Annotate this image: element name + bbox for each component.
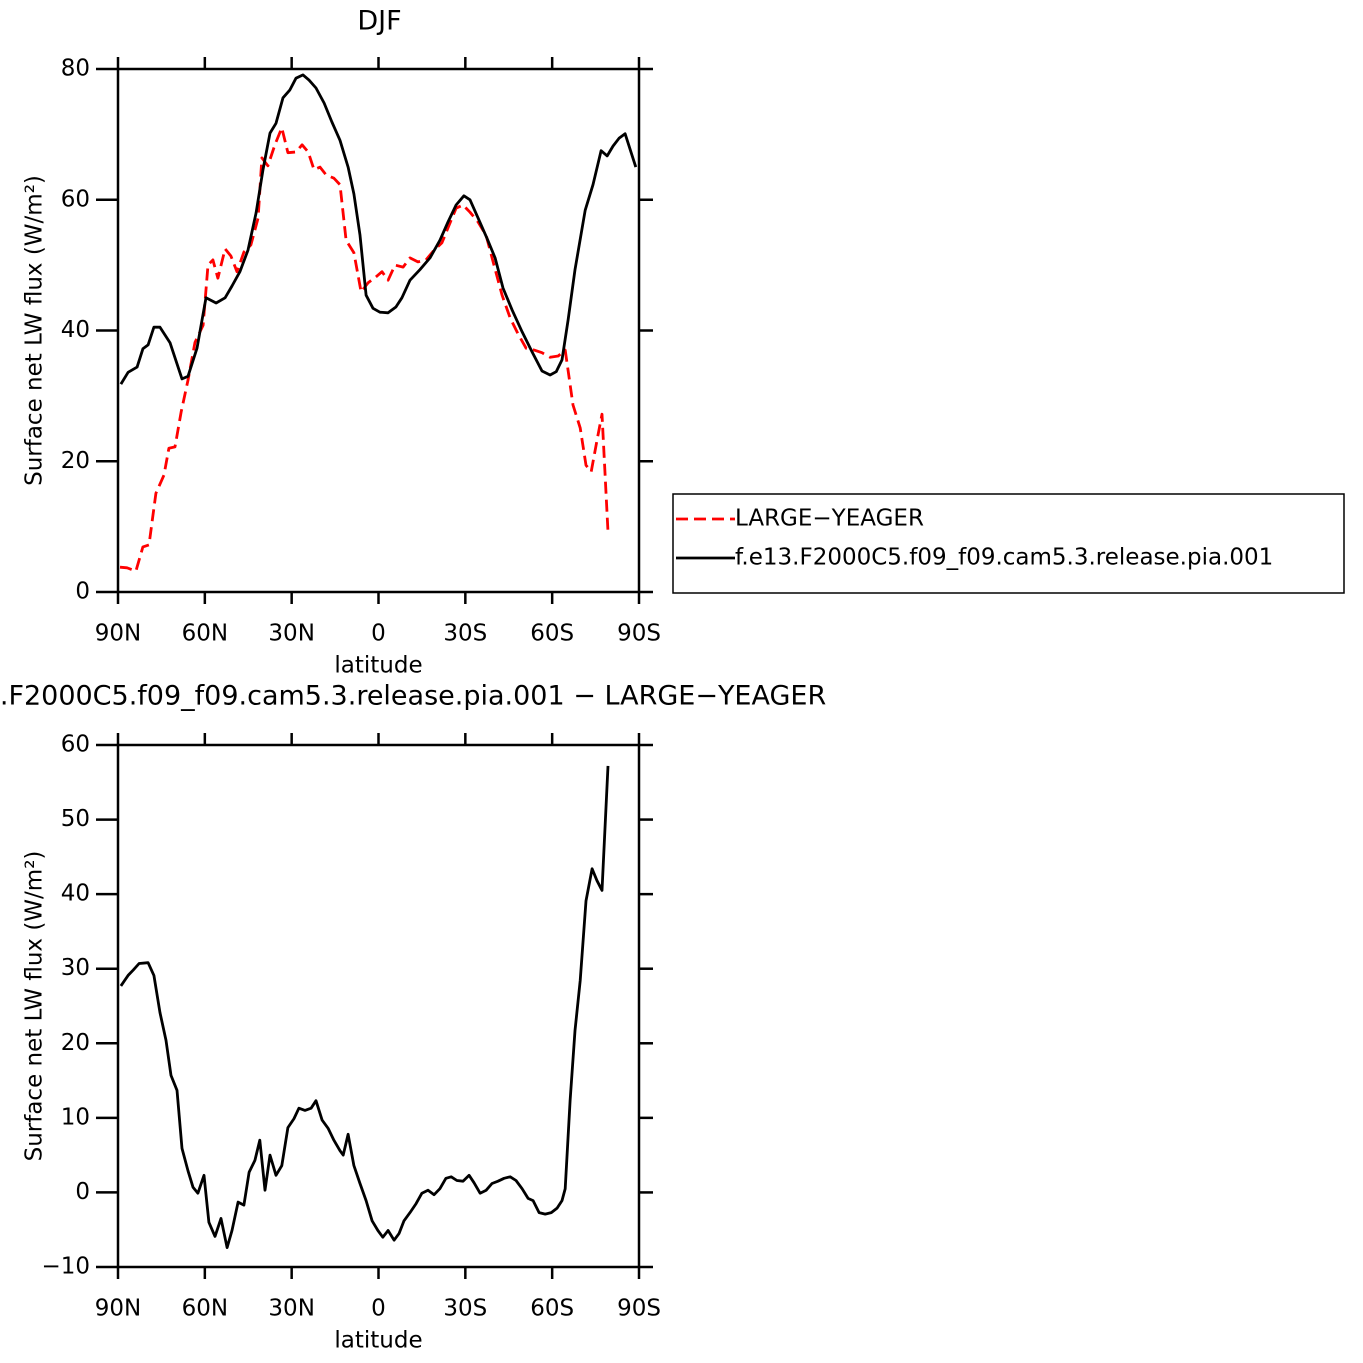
- y-tick-label: 40: [61, 317, 90, 343]
- plot-frame: [116, 67, 641, 594]
- y-tick-label: 30: [61, 955, 90, 981]
- plot-frame: [116, 743, 641, 1269]
- y-tick-label: 80: [61, 56, 90, 82]
- data-line: [119, 73, 638, 385]
- y-tick-label: 20: [61, 448, 90, 474]
- x-tick-label: 30N: [268, 621, 314, 647]
- x-tick-label: 30S: [443, 1296, 487, 1322]
- y-tick-label: 20: [61, 1030, 90, 1056]
- legend-label: f.e13.F2000C5.f09_f09.cam5.3.release.pia…: [735, 545, 1273, 571]
- data-line: [119, 765, 610, 1249]
- x-tick-label: 90N: [95, 1296, 141, 1322]
- y-axis-label: Surface net LW flux (W/m²): [22, 175, 48, 486]
- x-tick-label: 0: [371, 621, 386, 647]
- x-tick-label: 60N: [182, 621, 228, 647]
- chart-title: DJF: [357, 6, 401, 37]
- x-tick-label: 90N: [95, 621, 141, 647]
- y-axis-label: Surface net LW flux (W/m²): [22, 851, 48, 1162]
- x-tick-label: 90S: [617, 621, 661, 647]
- x-tick-label: 60S: [530, 1296, 574, 1322]
- data-line: [119, 126, 610, 573]
- y-tick-label: −10: [41, 1254, 90, 1280]
- y-tick-label: 10: [61, 1104, 90, 1130]
- legend-label: LARGE−YEAGER: [735, 506, 924, 532]
- legend-frame: [672, 493, 1345, 594]
- x-tick-label: 0: [371, 1296, 386, 1322]
- y-tick-label: 60: [61, 186, 90, 212]
- legend: LARGE−YEAGER f.e13.F2000C5.f09_f09.cam5.3…: [672, 493, 1345, 594]
- chart-title: f.e13.F2000C5.f09_f09.cam5.3.release.pia…: [0, 681, 826, 712]
- x-tick-label: 30N: [268, 1296, 314, 1322]
- y-tick-label: 0: [75, 579, 90, 605]
- y-tick-label: 0: [75, 1179, 90, 1205]
- x-tick-label: 60N: [182, 1296, 228, 1322]
- y-tick-label: 60: [61, 732, 90, 758]
- x-axis-label: latitude: [334, 1328, 422, 1354]
- x-tick-label: 30S: [443, 621, 487, 647]
- y-tick-label: 50: [61, 806, 90, 832]
- y-tick-label: 40: [61, 881, 90, 907]
- x-tick-label: 90S: [617, 1296, 661, 1322]
- x-tick-label: 60S: [530, 621, 574, 647]
- x-axis-label: latitude: [334, 653, 422, 679]
